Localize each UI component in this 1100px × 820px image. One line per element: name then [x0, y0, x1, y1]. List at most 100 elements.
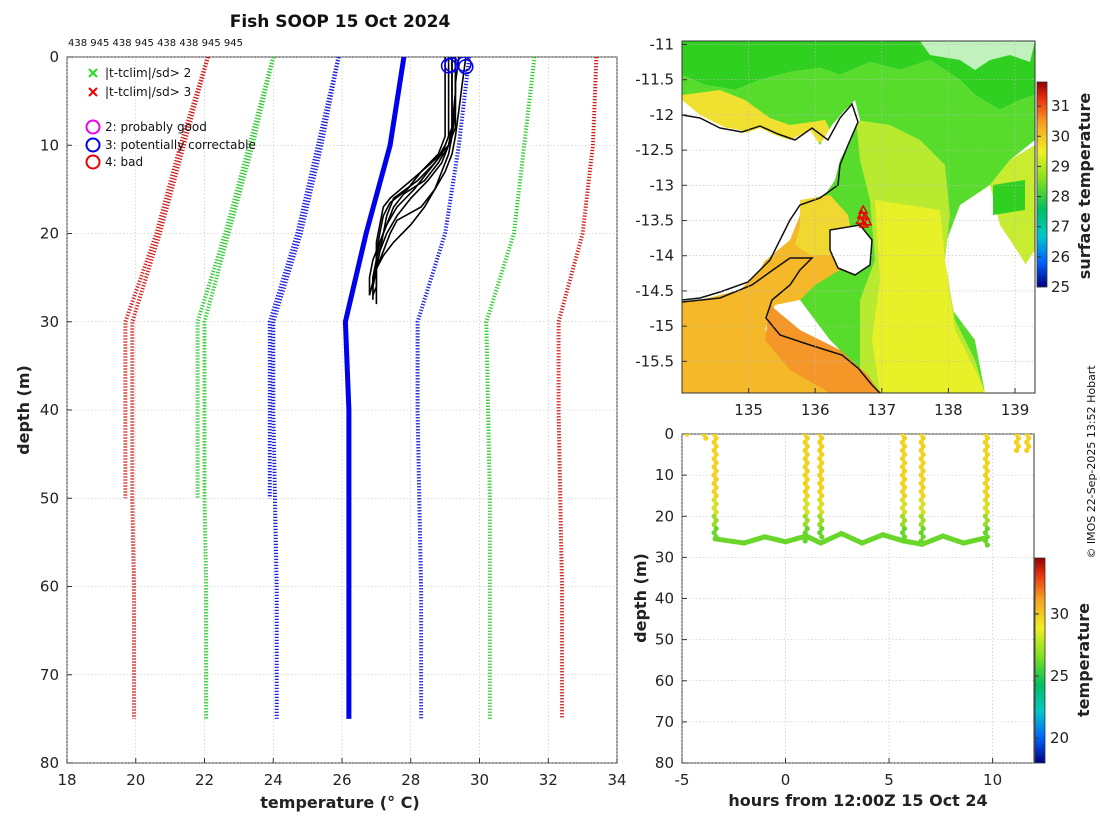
- cast-point: [711, 456, 717, 462]
- cast-point: [901, 484, 908, 491]
- cast-point: [982, 480, 988, 486]
- cast-point: [901, 509, 908, 515]
- cast-point: [802, 447, 808, 454]
- cast-point: [984, 493, 990, 499]
- map-y-tick-label: -14: [650, 247, 675, 265]
- cast-point: [918, 456, 924, 462]
- map-y-tick-label: -11: [650, 36, 675, 54]
- cast-point: [1024, 447, 1030, 454]
- section-colorbar: [1034, 557, 1046, 764]
- cast-point: [1015, 435, 1022, 441]
- cast-point: [920, 435, 926, 441]
- cast-point: [901, 443, 908, 449]
- profile-legend: |t-tclim|/sd> 2 |t-tclim|/sd> 3 2: probabl…: [85, 66, 256, 170]
- cast-point: [713, 525, 719, 532]
- cast-point: [804, 525, 810, 532]
- cast-point: [982, 447, 988, 454]
- cast-point: [918, 513, 924, 519]
- cast-point: [713, 435, 719, 441]
- cast-point: [918, 488, 924, 495]
- map-colorbar-tick-label: 31: [1051, 97, 1070, 115]
- map-x-tick-label: 135: [734, 401, 763, 419]
- section-y-tick-label: 20: [655, 507, 674, 525]
- map-colorbar-tick-label: 25: [1051, 278, 1070, 296]
- profile-y-ticks: 0 10 20 30 40 50 60 70 80: [40, 48, 72, 772]
- cast-point: [817, 472, 823, 478]
- map-y-tick-label: -15.5: [635, 352, 674, 370]
- temperature-profile: [372, 57, 460, 287]
- map-y-tick-label: -13: [650, 176, 675, 194]
- map-colorbar-tick-label: 28: [1051, 188, 1070, 206]
- section-x-tick-label: 10: [983, 771, 1002, 789]
- cast-point: [817, 497, 823, 503]
- cloud-gaps: [920, 41, 1035, 70]
- cast-point: [920, 517, 926, 523]
- cast-point: [804, 435, 810, 441]
- cast-point: [819, 435, 825, 441]
- section-colorbar-tick-label: 20: [1050, 729, 1069, 747]
- cast-point: [713, 517, 719, 523]
- cast-point: [901, 501, 908, 507]
- section-x-tick-label: 5: [884, 771, 894, 789]
- cast-point: [713, 484, 719, 491]
- cast-point: [920, 484, 926, 491]
- climatology-lines: [123, 57, 599, 719]
- section-grid: [681, 433, 1034, 764]
- ship-track: [855, 204, 873, 228]
- cast-point: [711, 497, 717, 503]
- cast-point: [819, 476, 825, 482]
- cast-point: [817, 464, 823, 470]
- climatology-line: [267, 57, 341, 499]
- cast-point: [899, 497, 906, 503]
- climatology-line: [130, 57, 210, 719]
- cast-point: [901, 451, 908, 458]
- profile-y-tick-label: 20: [40, 225, 59, 243]
- map-colorbar-tick-label: 29: [1051, 157, 1070, 175]
- cast-point: [899, 439, 906, 445]
- cast-point: [899, 513, 906, 519]
- cast-point: [899, 456, 906, 462]
- cast-point: [920, 534, 926, 540]
- cast-point: [984, 517, 990, 523]
- cast-point: [804, 460, 810, 466]
- cast-point: [802, 488, 808, 495]
- cast-point: [1015, 443, 1022, 449]
- cast-point: [711, 464, 717, 470]
- cast-point: [899, 447, 906, 454]
- cast-point: [819, 451, 825, 458]
- ship-position-marker: [855, 215, 866, 225]
- profile-x-tick-label: 26: [332, 771, 351, 789]
- cast-point: [713, 443, 719, 449]
- cast-point: [711, 480, 717, 486]
- profile-x-axis-label: temperature (° C): [260, 793, 419, 812]
- map-colorbar: [1036, 81, 1048, 288]
- cast-point: [920, 451, 926, 458]
- sst-field: [682, 41, 1035, 393]
- section-y-tick-label: 30: [655, 548, 674, 566]
- cast-point: [899, 521, 906, 528]
- cast-point: [982, 513, 988, 519]
- cast-point: [901, 517, 908, 523]
- cast-point: [920, 493, 926, 499]
- profile-ids-label: 438 945 438 945 438 438 945 945: [68, 38, 243, 49]
- sst-north-green: [682, 41, 1035, 110]
- cast-point: [711, 530, 717, 536]
- cast-point: [920, 468, 926, 474]
- cast-point: [920, 443, 926, 449]
- legend-label: 2: probably good: [105, 120, 207, 134]
- cast-point: [817, 480, 823, 486]
- map-colorbar-ticks: 25 26 27 28 29 30 31: [1037, 97, 1070, 296]
- section-y-ticks: 0 10 20 30 40 50 60 70 80: [655, 425, 687, 772]
- cast-point: [982, 497, 988, 503]
- cast-point: [899, 530, 906, 536]
- coastline-north: [682, 102, 859, 301]
- cast-point: [802, 456, 808, 462]
- ship-position-marker: [858, 218, 870, 228]
- cast-point: [984, 443, 990, 449]
- sst-yellow-band: [872, 200, 985, 393]
- cast-point: [899, 480, 906, 486]
- cast-point: [901, 493, 908, 499]
- flag-marker: [456, 57, 472, 72]
- cast-point: [684, 434, 690, 437]
- legend-label: 3: potentially correctable: [105, 138, 256, 152]
